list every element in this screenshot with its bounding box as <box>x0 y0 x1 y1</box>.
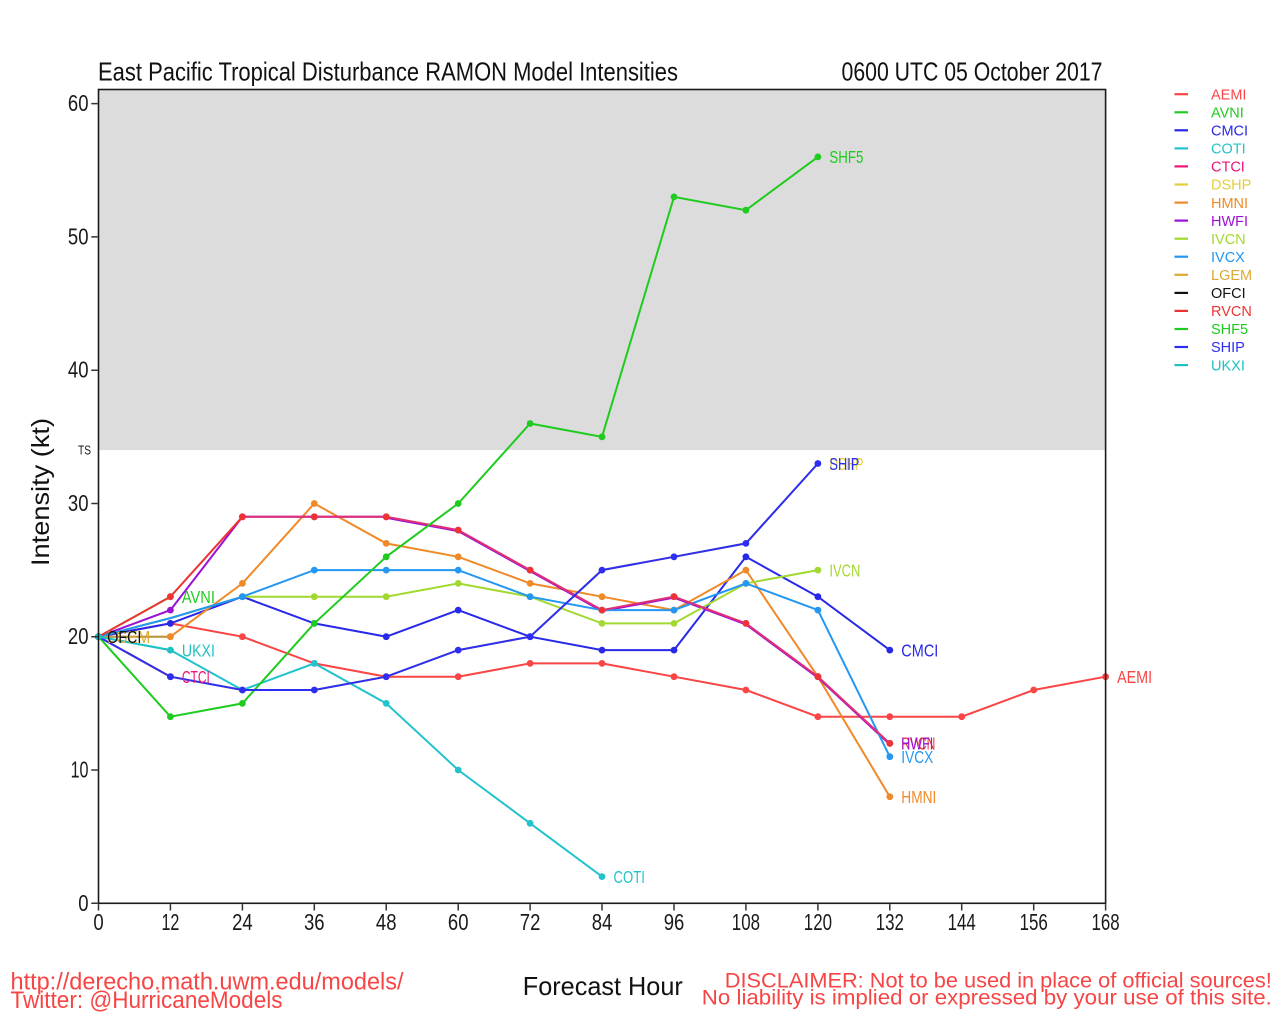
svg-text:50: 50 <box>68 223 89 249</box>
svg-text:IVCX: IVCX <box>901 747 933 767</box>
svg-text:HMNI: HMNI <box>901 787 936 807</box>
svg-text:108: 108 <box>732 909 760 935</box>
svg-text:0: 0 <box>93 909 103 935</box>
svg-text:COTI: COTI <box>614 867 645 887</box>
svg-text:168: 168 <box>1092 909 1120 935</box>
svg-text:HWFI: HWFI <box>901 734 933 754</box>
svg-text:CMCI: CMCI <box>901 640 938 660</box>
svg-text:84: 84 <box>592 909 613 935</box>
svg-text:http://derecho.math.uwm.edu/mo: http://derecho.math.uwm.edu/models/ <box>11 969 404 996</box>
svg-text:24: 24 <box>232 909 253 935</box>
svg-text:LGEM: LGEM <box>1211 268 1252 284</box>
svg-text:132: 132 <box>876 909 904 935</box>
svg-text:AVNI: AVNI <box>1211 106 1244 122</box>
svg-text:East Pacific Tropical Disturba: East Pacific Tropical Disturbance RAMON … <box>98 57 678 87</box>
svg-text:DISCLAIMER: Not to be used in: DISCLAIMER: Not to be used in place of o… <box>725 970 1272 993</box>
svg-text:72: 72 <box>520 909 541 935</box>
svg-text:RVCN: RVCN <box>1211 304 1252 320</box>
svg-text:0600 UTC 05 October 2017: 0600 UTC 05 October 2017 <box>842 57 1103 87</box>
svg-text:CTCI: CTCI <box>182 667 210 687</box>
svg-text:OFCI: OFCI <box>107 627 141 647</box>
svg-text:COTI: COTI <box>1211 142 1246 158</box>
svg-text:SHIP: SHIP <box>1211 340 1245 356</box>
svg-text:CMCI: CMCI <box>1211 124 1248 140</box>
svg-text:156: 156 <box>1020 909 1048 935</box>
svg-text:No liability is implied or exp: No liability is implied or expressed by … <box>702 986 1272 1009</box>
svg-text:SHF5: SHF5 <box>1211 322 1248 338</box>
svg-text:DSHP: DSHP <box>829 454 863 474</box>
svg-text:AEMI: AEMI <box>1117 667 1152 687</box>
svg-text:CTCI: CTCI <box>1211 160 1245 176</box>
svg-text:12: 12 <box>161 909 179 935</box>
svg-text:IVCN: IVCN <box>829 560 860 580</box>
svg-text:120: 120 <box>804 909 832 935</box>
svg-text:20: 20 <box>68 623 89 649</box>
svg-text:144: 144 <box>948 909 976 935</box>
svg-text:UKXI: UKXI <box>1211 358 1245 374</box>
svg-text:Intensity (kt): Intensity (kt) <box>27 418 55 566</box>
svg-text:Forecast Hour: Forecast Hour <box>523 971 683 1001</box>
svg-text:96: 96 <box>664 909 685 935</box>
svg-text:AVNI: AVNI <box>182 587 215 607</box>
svg-text:36: 36 <box>304 909 325 935</box>
svg-text:UKXI: UKXI <box>182 640 215 660</box>
svg-text:10: 10 <box>71 757 89 783</box>
svg-text:60: 60 <box>68 90 89 116</box>
svg-text:Twitter: @HurricaneModels: Twitter: @HurricaneModels <box>11 987 283 1014</box>
svg-text:IVCN: IVCN <box>1211 232 1246 248</box>
svg-text:DSHP: DSHP <box>1211 178 1251 194</box>
svg-text:OFCI: OFCI <box>1211 286 1246 302</box>
svg-text:IVCX: IVCX <box>1211 250 1245 266</box>
svg-text:48: 48 <box>376 909 397 935</box>
svg-text:RVCN: RVCN <box>901 734 935 754</box>
svg-text:30: 30 <box>68 490 89 516</box>
svg-text:SHIP: SHIP <box>829 454 859 474</box>
svg-text:40: 40 <box>68 357 89 383</box>
svg-text:HWFI: HWFI <box>1211 214 1248 230</box>
svg-text:TS: TS <box>78 444 91 458</box>
svg-text:60: 60 <box>448 909 469 935</box>
svg-text:HMNI: HMNI <box>1211 196 1248 212</box>
svg-text:LGEM: LGEM <box>107 627 150 647</box>
svg-text:AEMI: AEMI <box>1211 87 1246 103</box>
svg-text:0: 0 <box>78 890 88 916</box>
svg-text:SHF5: SHF5 <box>829 147 863 167</box>
